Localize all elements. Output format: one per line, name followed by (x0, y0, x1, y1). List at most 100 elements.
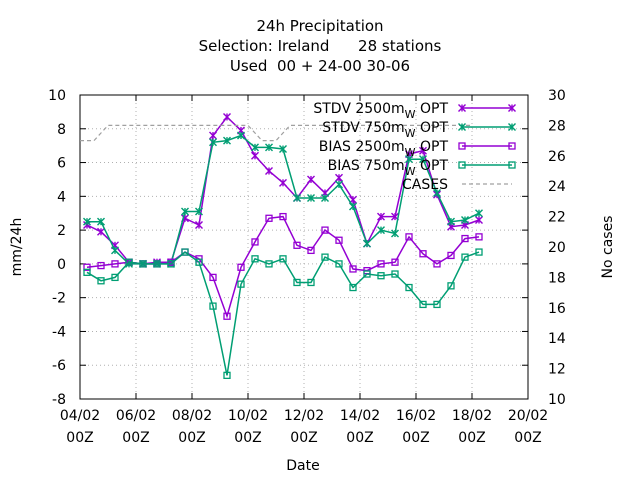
y2-tick-label: 28 (548, 118, 566, 134)
y2-tick-label: 20 (548, 240, 566, 256)
data-point (139, 260, 147, 268)
y-tick-label: 8 (57, 122, 66, 138)
data-point (419, 155, 427, 164)
y2-tick-label: 14 (548, 331, 566, 347)
data-point (279, 255, 287, 263)
data-point (447, 251, 455, 260)
y2-tick-label: 10 (548, 392, 566, 408)
data-point (405, 233, 413, 241)
data-point (209, 138, 217, 147)
data-point (405, 155, 413, 164)
chart-subtitle-used: Used 00 + 24-00 30-06 (229, 57, 411, 75)
data-point (307, 175, 315, 184)
data-point (377, 226, 385, 235)
data-point (475, 209, 483, 218)
data-point (293, 241, 301, 249)
data-point (349, 283, 357, 292)
series-line (86, 251, 480, 376)
data-point (265, 167, 273, 175)
legend-marker (458, 104, 466, 112)
y-tick-label: 2 (57, 223, 66, 239)
data-point (335, 236, 343, 244)
y2-tick-label: 12 (548, 362, 566, 378)
series-4 (80, 124, 472, 142)
data-point (279, 178, 287, 187)
x-tick-label-date: 04/02 (60, 408, 100, 424)
x-tick-label-hour: 00Z (458, 430, 485, 446)
data-point (447, 217, 455, 226)
y-tick-label: 6 (57, 156, 66, 172)
y2-tick-label: 22 (548, 210, 566, 226)
data-point (209, 131, 217, 140)
legend-marker (508, 161, 516, 169)
x-tick-label-date: 16/02 (396, 408, 436, 424)
data-point (153, 260, 161, 268)
data-point (461, 253, 469, 261)
data-point (251, 255, 259, 263)
x-tick-label-date: 10/02 (228, 408, 268, 424)
data-point (377, 272, 385, 280)
data-point (251, 151, 259, 160)
legend-label: BIAS 750mW OPT (328, 158, 449, 178)
legend-label: STDV 750mW OPT (322, 120, 448, 140)
data-point (251, 143, 259, 152)
data-point (419, 300, 427, 309)
data-point (97, 277, 105, 285)
y-tick-label: -8 (52, 392, 66, 408)
data-point (475, 233, 483, 241)
data-point (195, 221, 203, 230)
x-tick-label-date: 12/02 (284, 408, 324, 424)
data-point (167, 260, 175, 268)
data-point (475, 248, 483, 256)
data-point (405, 283, 413, 292)
legend-marker (458, 123, 466, 131)
data-point (223, 312, 231, 320)
data-point (377, 212, 385, 221)
data-point (265, 143, 273, 152)
data-point (307, 246, 315, 255)
data-point (237, 280, 245, 288)
legend-marker (508, 104, 516, 112)
legend-label: CASES (402, 177, 448, 193)
data-point (279, 145, 287, 154)
y-tick-label: 10 (48, 88, 66, 104)
x-axis-label: Date (286, 458, 319, 474)
data-point (461, 234, 469, 243)
series-line (80, 124, 472, 142)
x-tick-label-date: 06/02 (116, 408, 156, 424)
y2-tick-label: 18 (548, 270, 566, 286)
y-tick-label: -6 (52, 358, 66, 374)
data-point (97, 217, 105, 226)
data-point (223, 112, 231, 121)
x-tick-label-date: 08/02 (172, 408, 212, 424)
y2-tick-label: 16 (548, 301, 566, 317)
legend-label: STDV 2500mW OPT (313, 101, 448, 121)
y-axis-label: mm/24h (9, 218, 25, 277)
x-tick-label-hour: 00Z (346, 430, 373, 446)
data-point (391, 229, 399, 238)
legend-marker (458, 142, 466, 150)
y-tick-label: 0 (57, 257, 66, 273)
x-tick-label-hour: 00Z (234, 430, 261, 446)
data-point (209, 273, 217, 282)
data-point (335, 180, 343, 189)
y-tick-label: -4 (52, 324, 66, 340)
data-point (279, 212, 287, 221)
data-point (321, 226, 329, 234)
data-point (181, 248, 189, 256)
x-tick-label-hour: 00Z (122, 430, 149, 446)
data-point (321, 194, 329, 203)
legend-marker (508, 142, 516, 150)
data-point (111, 246, 119, 255)
data-point (125, 258, 133, 266)
x-tick-label-hour: 00Z (178, 430, 205, 446)
data-point (307, 194, 315, 203)
data-point (83, 217, 91, 226)
data-point (237, 131, 245, 140)
data-point (335, 260, 343, 268)
data-point (223, 136, 231, 145)
series-3 (83, 248, 483, 380)
data-point (209, 302, 217, 310)
data-point (335, 173, 343, 182)
